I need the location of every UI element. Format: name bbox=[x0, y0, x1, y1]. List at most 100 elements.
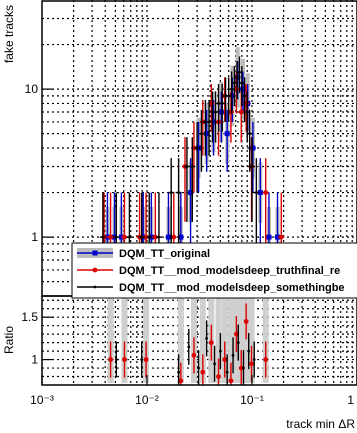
main-point bbox=[152, 234, 158, 240]
main-point bbox=[211, 119, 217, 125]
legend-entries: DQM_TT_original DQM_TT__mod_modelsdeep_tr… bbox=[77, 248, 345, 294]
x-tick-label: 10⁻³ bbox=[30, 393, 54, 407]
ratio-point bbox=[108, 357, 113, 362]
ratio-point bbox=[231, 353, 235, 357]
ratio-error-band bbox=[243, 298, 250, 383]
ratio-series-0 bbox=[108, 303, 269, 385]
main-y-axis-label: fake tracks bbox=[2, 5, 16, 63]
ratio-y-tick-label: 1 bbox=[31, 353, 38, 367]
ratio-error-band bbox=[248, 298, 255, 383]
ratio-panel: 11.5 10⁻³ 10⁻² 10⁻¹ 1 Ratio track min ΔR bbox=[2, 295, 357, 431]
legend-box bbox=[71, 242, 357, 299]
main-point bbox=[250, 145, 256, 151]
main-point bbox=[235, 75, 239, 79]
main-point bbox=[178, 234, 184, 240]
legend-entry: DQM_TT__mod_modelsdeep_somethingbe bbox=[77, 282, 345, 294]
main-point bbox=[165, 234, 171, 240]
main-point bbox=[257, 190, 263, 196]
x-tick-label: 1 bbox=[347, 393, 354, 407]
ratio-grid bbox=[42, 296, 357, 385]
x-tick-label: 10⁻¹ bbox=[240, 393, 264, 407]
main-point bbox=[200, 132, 203, 136]
ratio-error-band bbox=[107, 298, 114, 383]
main-y-tick-label: 10 bbox=[25, 82, 39, 96]
main-point bbox=[238, 109, 244, 115]
main-point bbox=[227, 94, 231, 98]
ratio-point bbox=[218, 349, 222, 353]
legend-point bbox=[93, 285, 97, 289]
main-point bbox=[243, 94, 246, 98]
main-point bbox=[250, 165, 254, 168]
main-point bbox=[266, 234, 272, 240]
legend-point bbox=[92, 250, 98, 256]
x-ticks: 10⁻³ 10⁻² 10⁻¹ 1 bbox=[30, 375, 357, 407]
main-point bbox=[230, 87, 234, 91]
ratio-error-band bbox=[227, 298, 234, 383]
ratio-error-band bbox=[143, 298, 150, 383]
ratio-series bbox=[108, 303, 269, 385]
legend-label: DQM_TT__mod_modelsdeep_somethingbe bbox=[119, 282, 345, 294]
x-tick-label: 10⁻² bbox=[135, 393, 159, 407]
ratio-error-band bbox=[199, 298, 206, 383]
main-point bbox=[101, 235, 105, 239]
legend-entry: DQM_TT_original bbox=[77, 248, 210, 260]
ratio-y-tick-label: 1.5 bbox=[21, 310, 38, 324]
main-point bbox=[238, 70, 241, 74]
ratio-point bbox=[200, 369, 206, 375]
ratio-point bbox=[122, 357, 127, 362]
ratio-point bbox=[208, 340, 214, 346]
main-point bbox=[245, 110, 249, 114]
ratio-point bbox=[177, 370, 181, 374]
main-point bbox=[118, 234, 124, 240]
ratio-error-band bbox=[262, 298, 269, 383]
main-point bbox=[248, 132, 252, 136]
main-point bbox=[275, 234, 281, 240]
ratio-point bbox=[140, 358, 144, 361]
main-point bbox=[169, 191, 173, 194]
main-point bbox=[157, 235, 161, 239]
ratio-point bbox=[249, 361, 254, 367]
main-point bbox=[108, 234, 113, 240]
ratio-point bbox=[191, 352, 197, 358]
main-point bbox=[190, 165, 194, 168]
main-point bbox=[207, 120, 211, 124]
main-point bbox=[224, 131, 230, 137]
main-point bbox=[220, 102, 224, 105]
ratio-error-band bbox=[238, 298, 245, 383]
main-point bbox=[195, 146, 199, 150]
main-point bbox=[254, 191, 258, 194]
main-point bbox=[217, 102, 220, 105]
main-point bbox=[229, 93, 235, 99]
legend-entry: DQM_TT__mod_modelsdeep_truthfinal_re bbox=[77, 265, 340, 277]
main-point bbox=[128, 235, 131, 239]
ratio-point bbox=[205, 336, 209, 340]
main-point bbox=[214, 110, 217, 114]
x-axis-label: track min ΔR bbox=[286, 417, 355, 431]
main-point bbox=[185, 165, 189, 168]
main-point bbox=[233, 81, 236, 85]
ratio-point bbox=[222, 357, 228, 362]
ratio-point bbox=[242, 366, 245, 370]
ratio-error-band bbox=[177, 298, 184, 383]
ratio-point bbox=[247, 349, 251, 353]
ratio-point bbox=[143, 357, 149, 362]
ratio-y-ticks: 11.5 bbox=[21, 310, 54, 367]
ratio-point bbox=[197, 366, 200, 370]
main-point bbox=[263, 190, 269, 195]
main-point bbox=[143, 234, 149, 240]
main-point bbox=[147, 235, 151, 239]
main-point bbox=[188, 190, 194, 196]
ratio-point bbox=[243, 319, 249, 324]
main-point bbox=[218, 109, 224, 115]
ratio-frame bbox=[41, 295, 357, 386]
main-point bbox=[122, 234, 127, 240]
ratio-point bbox=[114, 358, 118, 361]
ratio-error-band bbox=[121, 298, 128, 383]
main-y-tick-label: 1 bbox=[31, 230, 38, 244]
ratio-point bbox=[263, 357, 269, 362]
ratio-point bbox=[216, 374, 221, 379]
ratio-error-band bbox=[221, 298, 228, 383]
main-point bbox=[177, 191, 181, 194]
ratio-error-band bbox=[215, 298, 222, 383]
